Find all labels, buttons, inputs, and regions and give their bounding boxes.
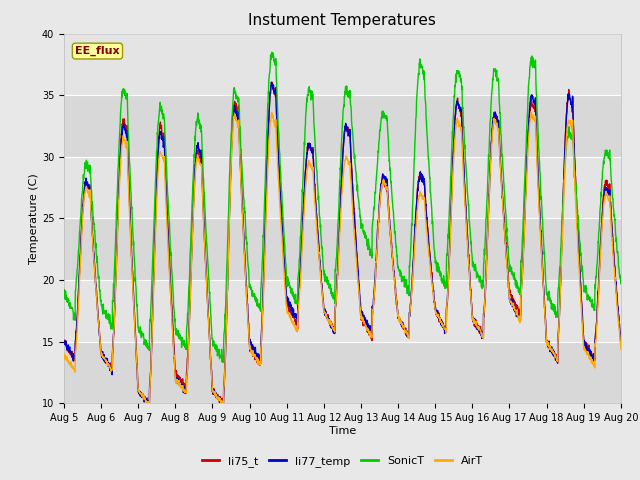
li75_t: [359, 318, 367, 324]
li75_t: [505, 280, 513, 286]
Bar: [64, 95, 621, 157]
SonicT: [584, 292, 591, 298]
li75_t: [568, 102, 576, 108]
SonicT: [60, 291, 68, 297]
Legend: li75_t, li77_temp, SonicT, AirT: li75_t, li77_temp, SonicT, AirT: [198, 452, 487, 471]
Line: li75_t: li75_t: [64, 83, 621, 406]
li75_t: [269, 80, 276, 85]
Bar: [64, 218, 621, 280]
AirT: [60, 351, 68, 357]
Line: AirT: AirT: [64, 112, 621, 407]
SonicT: [371, 189, 379, 195]
Bar: [64, 157, 621, 218]
AirT: [527, 109, 535, 115]
AirT: [220, 404, 227, 409]
li77_temp: [268, 79, 275, 85]
li75_t: [145, 403, 153, 409]
li75_t: [584, 344, 591, 349]
li75_t: [617, 338, 625, 344]
SonicT: [505, 255, 513, 261]
li77_temp: [617, 337, 625, 343]
SonicT: [220, 360, 227, 365]
SonicT: [216, 351, 223, 357]
SonicT: [359, 228, 367, 234]
li77_temp: [60, 338, 68, 344]
Bar: [64, 34, 621, 95]
li77_temp: [216, 399, 223, 405]
li75_t: [371, 281, 379, 287]
AirT: [617, 347, 625, 352]
SonicT: [568, 134, 576, 140]
Title: Instument Temperatures: Instument Temperatures: [248, 13, 436, 28]
SonicT: [617, 281, 625, 287]
Bar: [64, 280, 621, 342]
Line: li77_temp: li77_temp: [64, 82, 621, 408]
SonicT: [268, 49, 276, 55]
Line: SonicT: SonicT: [64, 52, 621, 362]
AirT: [371, 284, 379, 289]
li77_temp: [505, 285, 513, 291]
li77_temp: [371, 275, 379, 280]
AirT: [568, 127, 576, 132]
li77_temp: [145, 405, 153, 410]
X-axis label: Time: Time: [329, 426, 356, 436]
AirT: [359, 314, 367, 320]
Text: EE_flux: EE_flux: [75, 46, 120, 56]
li77_temp: [584, 346, 591, 352]
Bar: [64, 342, 621, 403]
li77_temp: [359, 316, 367, 322]
AirT: [216, 395, 223, 401]
AirT: [584, 350, 591, 356]
li77_temp: [568, 101, 576, 107]
AirT: [504, 283, 512, 288]
li75_t: [60, 338, 68, 344]
li75_t: [216, 394, 223, 400]
Y-axis label: Temperature (C): Temperature (C): [29, 173, 39, 264]
